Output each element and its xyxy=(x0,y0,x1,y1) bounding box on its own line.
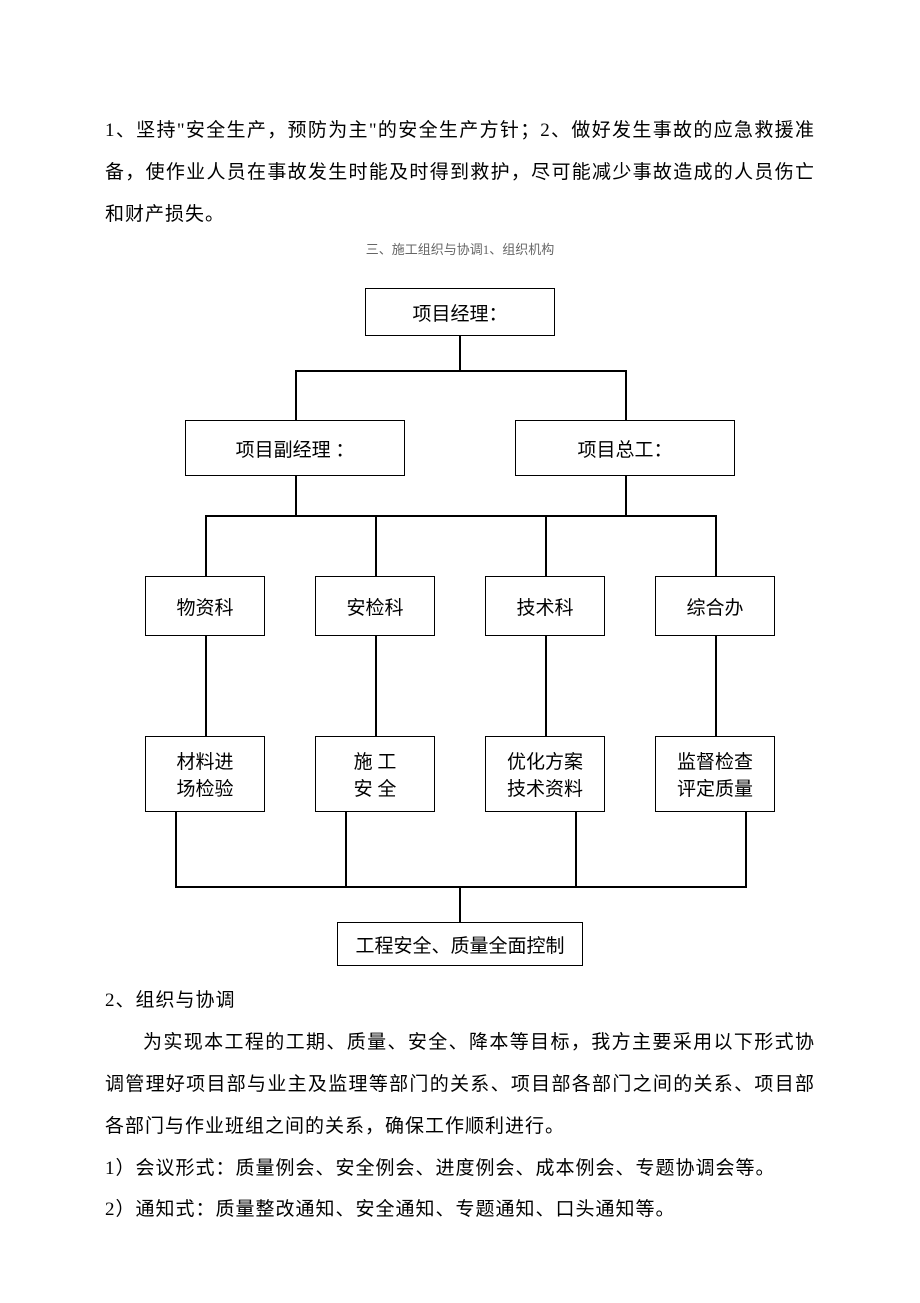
org-connector xyxy=(295,370,297,420)
org-connector xyxy=(459,886,461,922)
org-connector xyxy=(205,515,207,576)
org-connector xyxy=(375,515,377,576)
org-connector xyxy=(375,636,377,736)
org-connector xyxy=(205,636,207,736)
org-node-t1: 材料进 场检验 xyxy=(145,736,265,812)
org-connector xyxy=(715,515,717,576)
section-heading-2: 2、组织与协调 xyxy=(105,980,815,1022)
org-node-d4: 综合办 xyxy=(655,576,775,636)
org-node-d3: 技术科 xyxy=(485,576,605,636)
org-connector xyxy=(575,812,577,886)
org-node-dpm: 项目副经理 ： xyxy=(185,420,405,476)
org-node-t4: 监督检查 评定质量 xyxy=(655,736,775,812)
org-node-d2: 安检科 xyxy=(315,576,435,636)
org-node-t3: 优化方案 技术资料 xyxy=(485,736,605,812)
org-node-final: 工程安全、质量全面控制 xyxy=(337,922,583,966)
org-connector xyxy=(295,476,297,515)
org-node-d1: 物资科 xyxy=(145,576,265,636)
org-connector xyxy=(459,336,461,370)
document-page: 1、坚持"安全生产，预防为主"的安全生产方针；2、做好发生事故的应急救援准备，使… xyxy=(0,0,920,1303)
org-connector xyxy=(745,812,747,886)
org-node-t2: 施 工 安 全 xyxy=(315,736,435,812)
org-connector xyxy=(625,476,627,515)
coord-paragraph: 为实现本工程的工期、质量、安全、降本等目标，我方主要采用以下形式协调管理好项目部… xyxy=(105,1022,815,1147)
org-node-ce: 项目总工： xyxy=(515,420,735,476)
org-connector xyxy=(625,370,627,420)
org-connector xyxy=(545,636,547,736)
org-connector xyxy=(175,812,177,886)
list-item-1: 1）会议形式：质量例会、安全例会、进度例会、成本例会、专题协调会等。 xyxy=(105,1148,815,1190)
intro-paragraph: 1、坚持"安全生产，预防为主"的安全生产方针；2、做好发生事故的应急救援准备，使… xyxy=(105,110,815,235)
org-connector xyxy=(175,886,747,888)
org-connector xyxy=(205,515,715,517)
diagram-caption: 三、施工组织与协调1、组织机构 xyxy=(105,239,815,258)
org-chart: 项目经理： 项目副经理 ： 项目总工： 物资科安检科技术科综合办材料进 场检验施 工 … xyxy=(105,260,815,980)
org-connector xyxy=(295,370,625,372)
list-item-2: 2）通知式：质量整改通知、安全通知、专题通知、口头通知等。 xyxy=(105,1189,815,1231)
org-connector xyxy=(345,812,347,886)
org-connector xyxy=(545,515,547,576)
org-connector xyxy=(715,636,717,736)
org-node-pm: 项目经理： xyxy=(365,288,555,336)
